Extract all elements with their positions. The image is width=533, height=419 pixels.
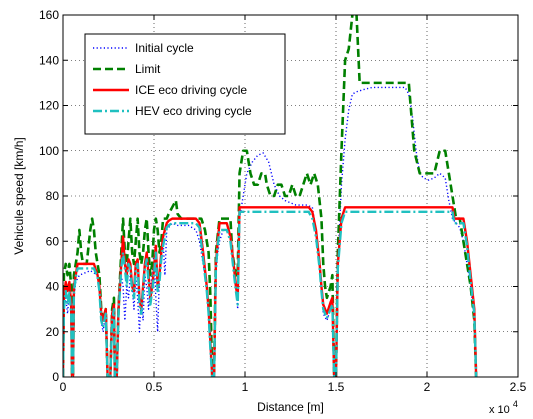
legend-label-0: Initial cycle <box>135 41 194 55</box>
y-tick-label-2: 40 <box>46 280 60 294</box>
x-tick-label-4: 2 <box>424 380 431 394</box>
x-tick-label-1: 0.5 <box>146 380 163 394</box>
x-axis-exponent-power: 4 <box>513 399 518 409</box>
x-axis-exponent: x 10 4 <box>489 399 518 416</box>
x-tick-label-5: 2.5 <box>510 380 527 394</box>
x-tick-label-3: 1.5 <box>328 380 345 394</box>
axis-ticks <box>62 14 519 378</box>
y-tick-label-5: 100 <box>39 144 59 158</box>
legend: Initial cycle Limit ICE eco driving cycle H… <box>84 33 286 135</box>
x-tick-label-0: 0 <box>60 380 67 394</box>
plot-series-area <box>63 15 478 377</box>
y-tick-label-1: 20 <box>46 325 60 339</box>
series-line-3 <box>63 210 478 377</box>
legend-label-1: Limit <box>135 62 161 76</box>
y-tick-label-0: 0 <box>52 370 59 384</box>
legend-label-2: ICE eco driving cycle <box>135 83 247 97</box>
y-tick-label-8: 160 <box>39 8 59 22</box>
legend-label-3: HEV eco driving cycle <box>135 104 252 118</box>
legend-box <box>84 33 286 135</box>
y-tick-label-6: 120 <box>39 99 59 113</box>
y-tick-label-3: 60 <box>46 234 60 248</box>
y-tick-label-7: 140 <box>39 53 59 67</box>
y-axis-label: Vehicule speed [km/h] <box>12 137 26 254</box>
x-tick-label-2: 1 <box>242 380 249 394</box>
x-axis-exponent-base: x 10 <box>489 404 510 416</box>
tick-labels: 0 0.5 1 1.5 2 2.5 0 20 40 60 80 100 120 140 160 <box>39 8 527 394</box>
y-tick-label-4: 80 <box>46 189 60 203</box>
x-axis-label: Distance [m] <box>257 400 324 414</box>
